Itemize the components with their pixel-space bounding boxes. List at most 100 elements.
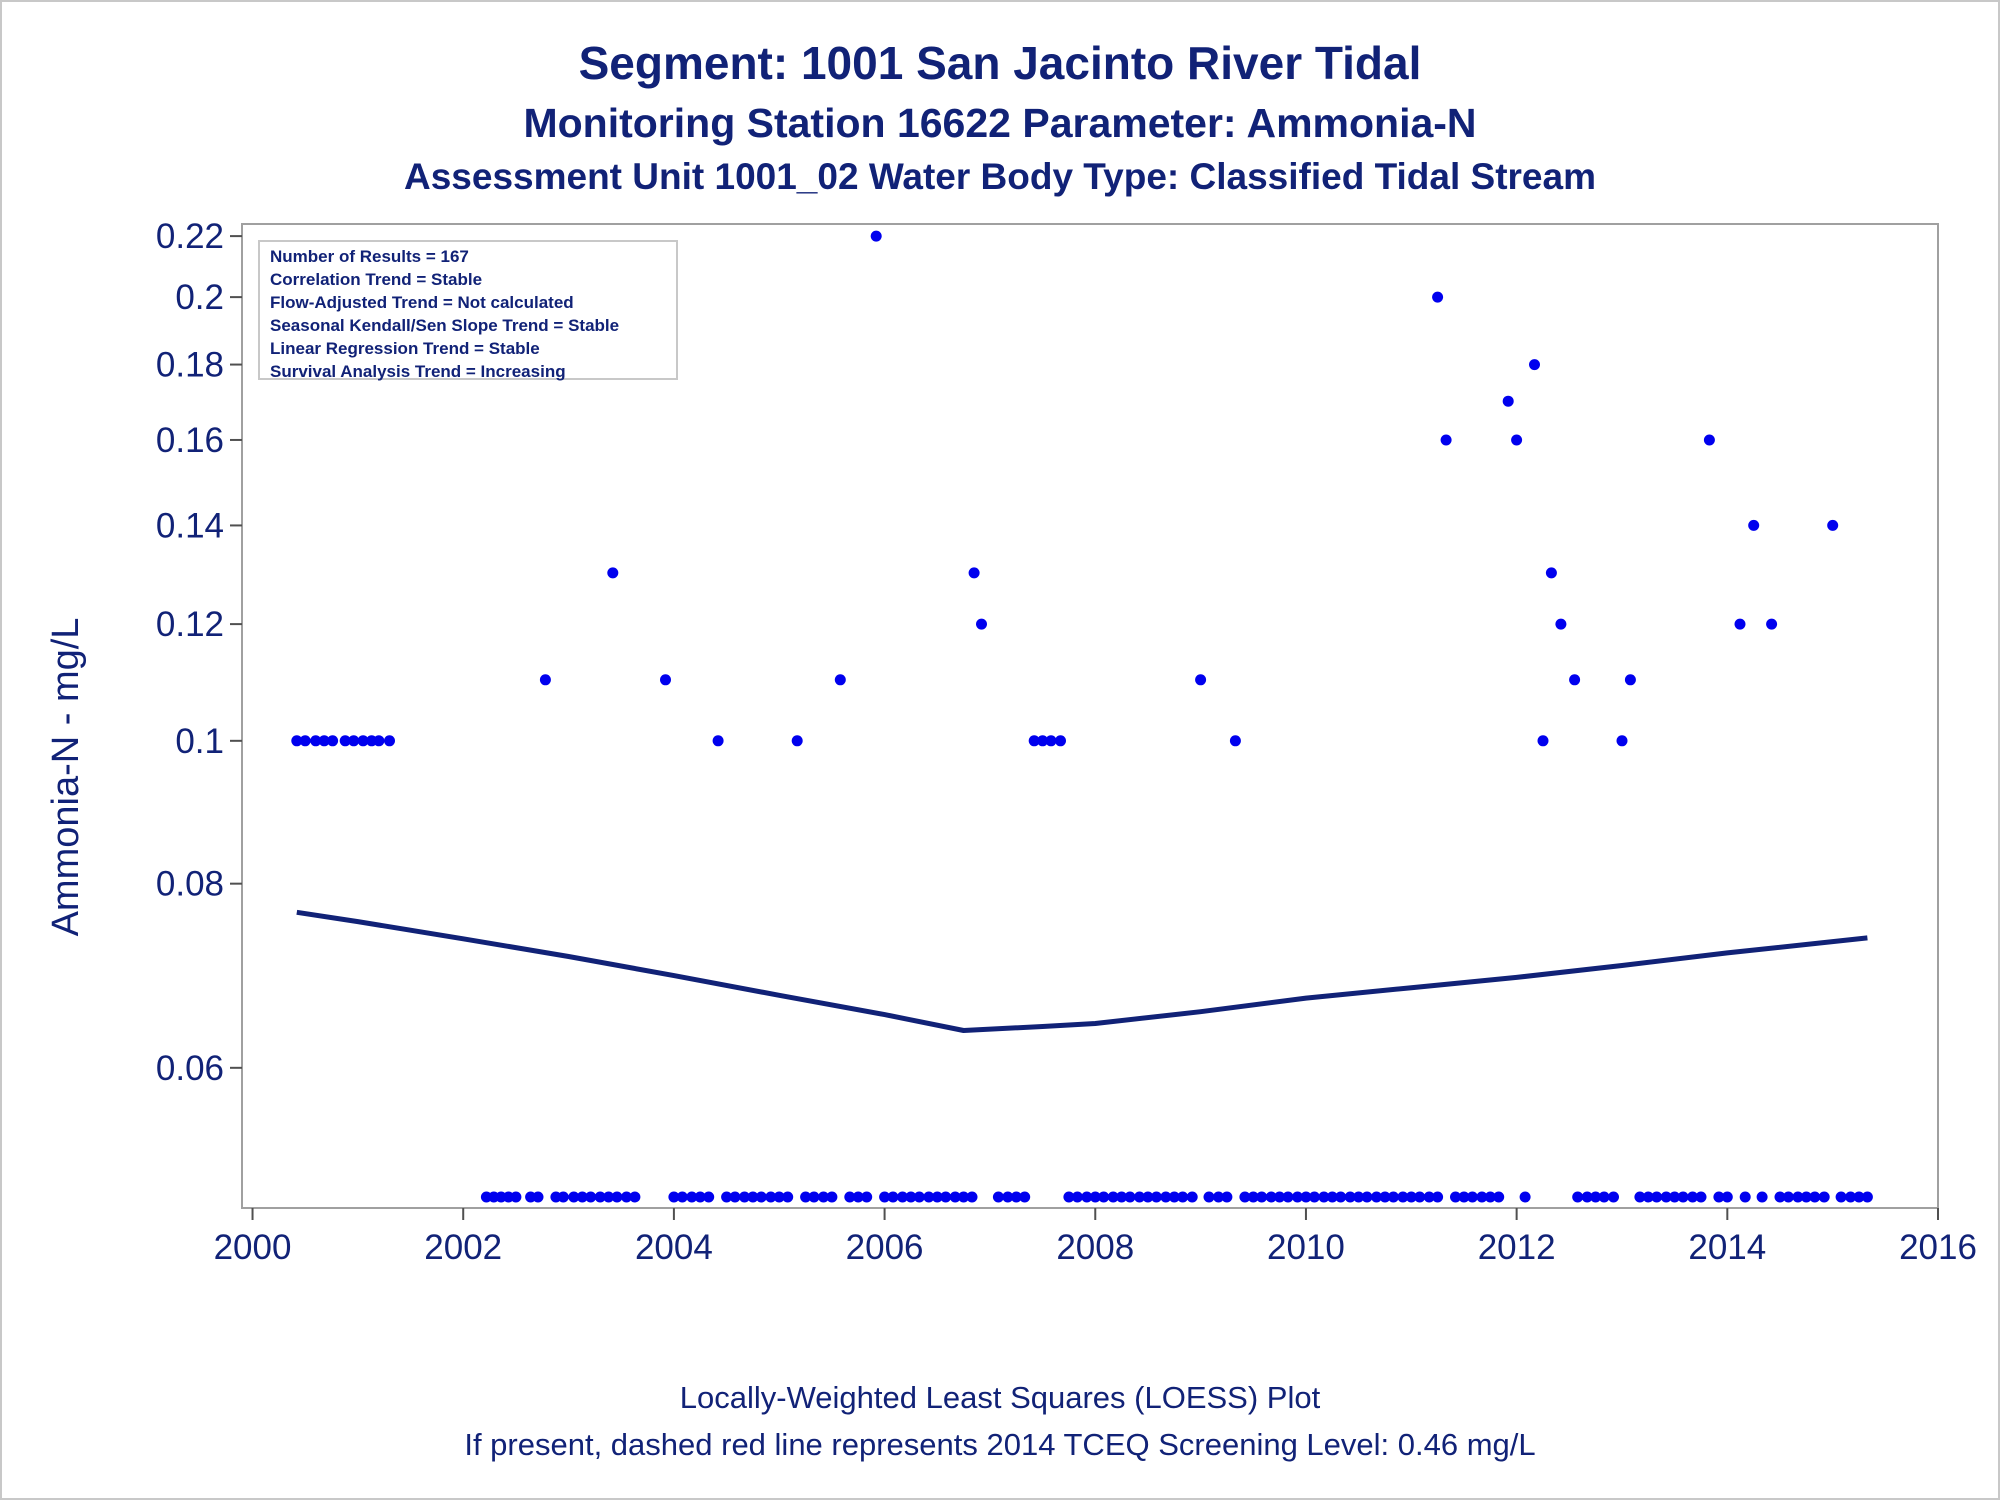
data-point-low: [897, 1191, 908, 1203]
x-axis: 2000 2002 2004 2006 2008 2010 2012 2014 2016: [214, 1208, 1977, 1267]
data-point: [1827, 519, 1839, 531]
plot-area: [241, 223, 1939, 1209]
data-point-low: [1081, 1191, 1093, 1203]
y-tick-label: 0.12: [156, 605, 224, 644]
data-point-low: [1581, 1191, 1593, 1203]
x-tick-label: 2010: [1267, 1228, 1345, 1267]
data-point-low: [1458, 1191, 1470, 1203]
x-tick-label: 2012: [1478, 1228, 1556, 1267]
data-point-low: [611, 1191, 623, 1203]
loess-layer: [296, 909, 1868, 1033]
data-point-low: [1387, 1191, 1399, 1203]
stats-line: Survival Analysis Trend = Increasing: [270, 362, 566, 381]
data-point-low: [1353, 1191, 1365, 1203]
data-point-low: [1221, 1191, 1233, 1203]
footnote-screening-level: If present, dashed red line represents 2…: [464, 1427, 1536, 1462]
points-layer: [291, 230, 1873, 1203]
data-point-low: [1642, 1191, 1654, 1203]
data-point-low: [773, 1191, 785, 1203]
data-point-low: [1835, 1191, 1847, 1203]
data-point-low: [1098, 1191, 1110, 1203]
y-axis-label: Ammonia-N - mg/L: [45, 618, 87, 937]
data-point-low: [1247, 1191, 1259, 1203]
data-point-low: [629, 1191, 641, 1203]
y-tick-label: 0.1: [175, 722, 224, 761]
data-point-low: [1318, 1191, 1330, 1203]
data-point: [834, 674, 846, 686]
data-point-low: [1782, 1191, 1794, 1203]
data-point-low: [1124, 1191, 1136, 1203]
data-point-low: [603, 1191, 615, 1203]
data-point: [1229, 735, 1241, 747]
data-point: [1055, 735, 1066, 747]
data-point-low: [755, 1191, 767, 1203]
data-point-low: [1361, 1191, 1373, 1203]
chart-subtitle-station: Monitoring Station 16622 Parameter: Ammo…: [523, 100, 1477, 146]
data-point-low: [1853, 1191, 1865, 1203]
data-point-low: [594, 1191, 606, 1203]
data-point: [660, 674, 671, 686]
chart-subtitle-assessment: Assessment Unit 1001_02 Water Body Type:…: [404, 156, 1596, 197]
data-point-low: [1239, 1191, 1251, 1203]
stats-line: Number of Results = 167: [270, 247, 469, 266]
data-point: [357, 735, 369, 747]
data-point-low: [1300, 1191, 1312, 1203]
data-point: [327, 735, 339, 747]
data-point-low: [1519, 1191, 1531, 1203]
x-tick-label: 2004: [635, 1228, 713, 1267]
data-point-low: [1274, 1191, 1286, 1203]
data-point: [1616, 735, 1628, 747]
data-point-low: [686, 1191, 698, 1203]
data-point: [1734, 618, 1746, 630]
y-tick-label: 0.2: [175, 278, 224, 317]
data-point: [1529, 359, 1540, 371]
data-point-low: [1792, 1191, 1804, 1203]
data-point-low: [1142, 1191, 1154, 1203]
data-point-low: [1134, 1191, 1145, 1203]
data-point: [318, 735, 330, 747]
x-tick-label: 2006: [846, 1228, 924, 1267]
data-point-low: [782, 1191, 794, 1203]
y-tick-label: 0.14: [156, 506, 224, 545]
data-point-low: [1063, 1191, 1075, 1203]
data-point-low: [1774, 1191, 1786, 1203]
data-point: [339, 735, 351, 747]
data-point: [1545, 567, 1557, 579]
data-point-low: [1344, 1191, 1356, 1203]
data-point-low: [568, 1191, 580, 1203]
data-point-low: [676, 1191, 688, 1203]
data-point: [291, 735, 303, 747]
data-point-low: [721, 1191, 733, 1203]
stats-line: Linear Regression Trend = Stable: [270, 339, 540, 358]
data-point-low: [1397, 1191, 1409, 1203]
data-point-low: [1326, 1191, 1338, 1203]
x-tick-label: 2014: [1688, 1228, 1766, 1267]
data-point-low: [1160, 1191, 1172, 1203]
data-point-low: [1484, 1191, 1496, 1203]
data-point-low: [1335, 1191, 1347, 1203]
data-point-low: [765, 1191, 777, 1203]
data-point-low: [1213, 1191, 1224, 1203]
data-point-low: [1010, 1191, 1022, 1203]
data-point-low: [1379, 1191, 1391, 1203]
data-point-low: [1432, 1191, 1444, 1203]
data-point-low: [861, 1191, 873, 1203]
chart-title: Segment: 1001 San Jacinto River Tidal: [578, 37, 1422, 89]
x-tick-label: 2008: [1056, 1228, 1134, 1267]
data-point-low: [576, 1191, 588, 1203]
data-point-low: [557, 1191, 569, 1203]
data-point-low: [1466, 1191, 1478, 1203]
y-tick-label: 0.22: [156, 217, 224, 256]
data-point-low: [949, 1191, 961, 1203]
data-point-low: [1572, 1191, 1584, 1203]
data-point-low: [1809, 1191, 1821, 1203]
data-point-low: [1660, 1191, 1672, 1203]
data-point: [712, 735, 724, 747]
y-tick-label: 0.08: [156, 865, 224, 904]
data-point-low: [879, 1191, 891, 1203]
data-point-low: [1292, 1191, 1303, 1203]
data-point-low: [1756, 1191, 1768, 1203]
data-point-low: [1598, 1191, 1610, 1203]
data-point-low: [931, 1191, 943, 1203]
